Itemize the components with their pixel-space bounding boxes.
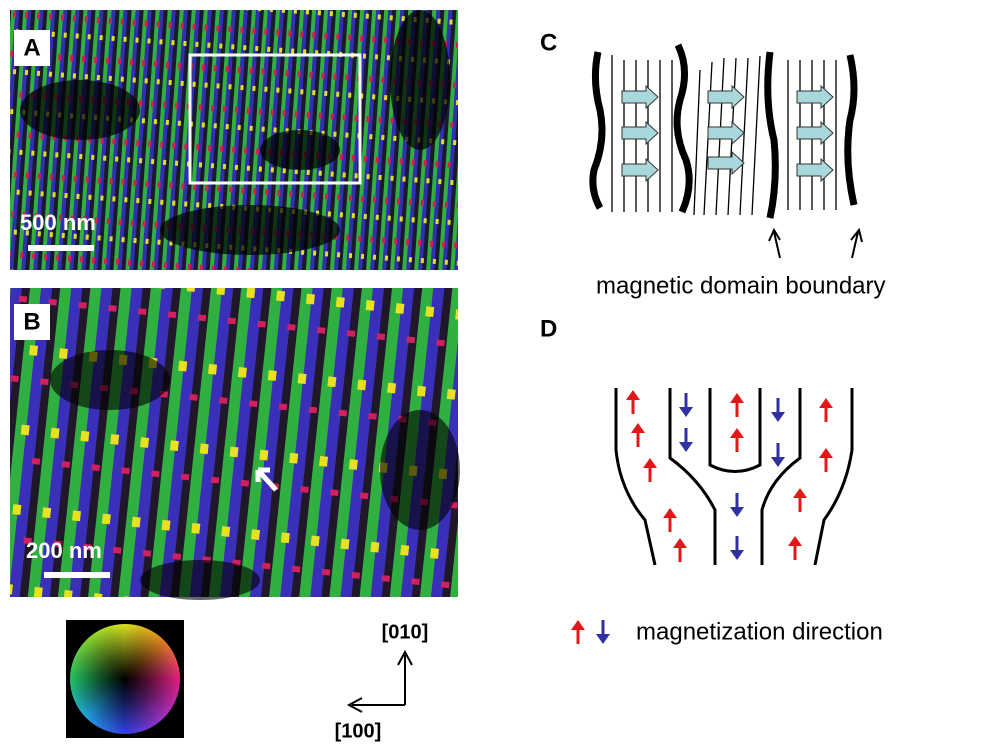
color-wheel: [66, 620, 184, 738]
legend-arrow: [571, 620, 585, 644]
scale-bar-label: 200 nm: [26, 538, 102, 563]
spin-arrows: [622, 86, 833, 181]
axis-arrow: [349, 698, 405, 712]
panel-label: B: [23, 308, 40, 335]
scale-bar: [28, 245, 94, 251]
axis-label: [100]: [335, 720, 382, 742]
scale-bar: [44, 572, 110, 578]
panel-label: C: [540, 29, 557, 56]
scale-bar-label: 500 nm: [20, 210, 96, 235]
panel-label: D: [540, 315, 557, 342]
legend-text: magnetization direction: [636, 618, 883, 645]
pointer-arrow: [769, 230, 862, 258]
axis-arrow: [398, 652, 412, 705]
panel-label: A: [23, 34, 40, 61]
legend-arrow: [596, 620, 610, 644]
color-wheel-disc: [70, 624, 180, 734]
axis-label: [010]: [382, 621, 429, 643]
caption: magnetic domain boundary: [596, 272, 886, 299]
magnetization-arrows: [626, 390, 833, 562]
figure: A 500 nm B 200 nm [010] [100] C magnetic…: [0, 0, 981, 744]
